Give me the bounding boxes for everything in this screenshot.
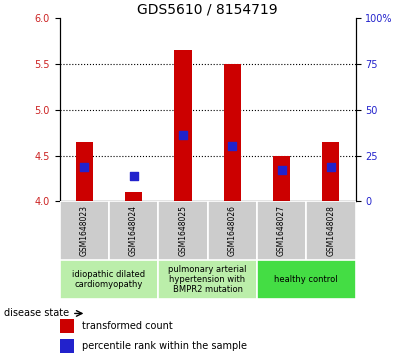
Bar — [273, 156, 290, 201]
Text: GSM1648025: GSM1648025 — [178, 205, 187, 256]
Bar — [208, 201, 257, 260]
Point — [229, 144, 236, 150]
Point — [130, 173, 137, 179]
Point — [278, 167, 285, 173]
Bar — [109, 201, 158, 260]
Text: disease state: disease state — [4, 309, 69, 318]
Text: GSM1648023: GSM1648023 — [80, 205, 89, 256]
Point — [328, 164, 334, 170]
Bar — [76, 142, 93, 201]
Bar — [322, 142, 339, 201]
Bar — [306, 201, 356, 260]
Bar — [257, 201, 306, 260]
Text: percentile rank within the sample: percentile rank within the sample — [82, 342, 247, 351]
Point — [81, 164, 88, 170]
Bar — [174, 50, 192, 201]
Bar — [60, 319, 74, 333]
Text: GSM1648026: GSM1648026 — [228, 205, 237, 256]
Title: GDS5610 / 8154719: GDS5610 / 8154719 — [137, 3, 278, 17]
Text: healthy control: healthy control — [275, 275, 338, 284]
Bar — [158, 201, 208, 260]
Text: GSM1648028: GSM1648028 — [326, 205, 335, 256]
Bar — [158, 260, 257, 299]
Point — [180, 132, 186, 138]
Text: GSM1648024: GSM1648024 — [129, 205, 138, 256]
Bar — [60, 339, 74, 354]
Text: GSM1648027: GSM1648027 — [277, 205, 286, 256]
Bar — [125, 192, 142, 201]
Bar — [257, 260, 356, 299]
Text: pulmonary arterial
hypertension with
BMPR2 mutation: pulmonary arterial hypertension with BMP… — [169, 265, 247, 294]
Text: transformed count: transformed count — [82, 321, 173, 331]
Bar — [224, 64, 241, 201]
Bar — [60, 260, 158, 299]
Text: idiopathic dilated
cardiomyopathy: idiopathic dilated cardiomyopathy — [72, 270, 145, 289]
Bar — [60, 201, 109, 260]
